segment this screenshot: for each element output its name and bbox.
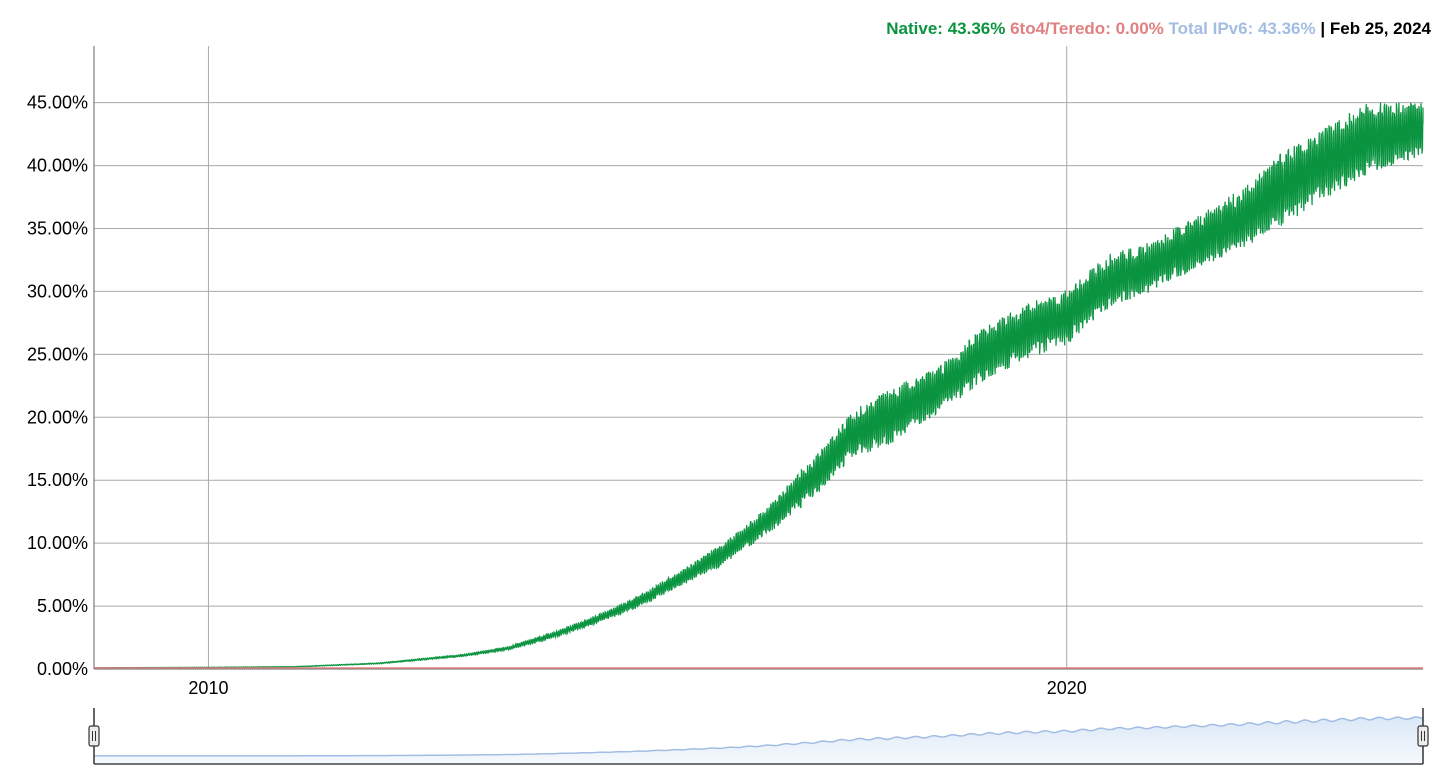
native-series-line	[94, 101, 1424, 669]
legend-teredo-label: 6to4/Teredo:	[1010, 19, 1111, 38]
chart-legend: Native: 43.36% 6to4/Teredo: 0.00% Total …	[886, 19, 1431, 39]
y-tick-label: 40.00%	[27, 156, 88, 176]
range-navigator[interactable]	[88, 708, 1429, 765]
y-tick-label: 10.00%	[27, 533, 88, 553]
legend-date: Feb 25, 2024	[1329, 19, 1431, 38]
y-tick-label: 45.00%	[27, 93, 88, 113]
legend-native-label: Native:	[886, 19, 943, 38]
legend-teredo-value: 0.00%	[1115, 19, 1164, 38]
navigator-left-handle[interactable]	[88, 708, 100, 764]
navigator-right-handle[interactable]	[1417, 708, 1429, 764]
x-tick-label: 2020	[1047, 678, 1087, 698]
legend-total-value: 43.36%	[1257, 19, 1316, 38]
y-tick-label: 15.00%	[27, 470, 88, 490]
legend-total-label: Total IPv6:	[1168, 19, 1254, 38]
y-tick-label: 20.00%	[27, 407, 88, 427]
legend-separator: |	[1320, 19, 1326, 38]
x-axis-ticks: 2010 2020	[188, 678, 1086, 698]
y-tick-label: 0.00%	[37, 659, 88, 679]
navigator-area	[94, 717, 1423, 764]
y-axis-ticks: 0.00% 5.00% 10.00% 15.00% 20.00% 25.00% 30.00%…	[27, 93, 88, 679]
legend-native: Native: 43.36%	[886, 19, 1010, 38]
y-tick-label: 25.00%	[27, 344, 88, 364]
y-tick-label: 5.00%	[37, 596, 88, 616]
y-tick-label: 35.00%	[27, 218, 88, 238]
chart-grid	[93, 46, 1423, 670]
legend-native-value: 43.36%	[947, 19, 1006, 38]
y-tick-label: 30.00%	[27, 281, 88, 301]
chart-series	[94, 101, 1424, 669]
legend-teredo: 6to4/Teredo: 0.00%	[1010, 19, 1168, 38]
navigator-line	[94, 716, 1424, 757]
x-tick-label: 2010	[188, 678, 228, 698]
legend-total: Total IPv6: 43.36%	[1169, 19, 1321, 38]
